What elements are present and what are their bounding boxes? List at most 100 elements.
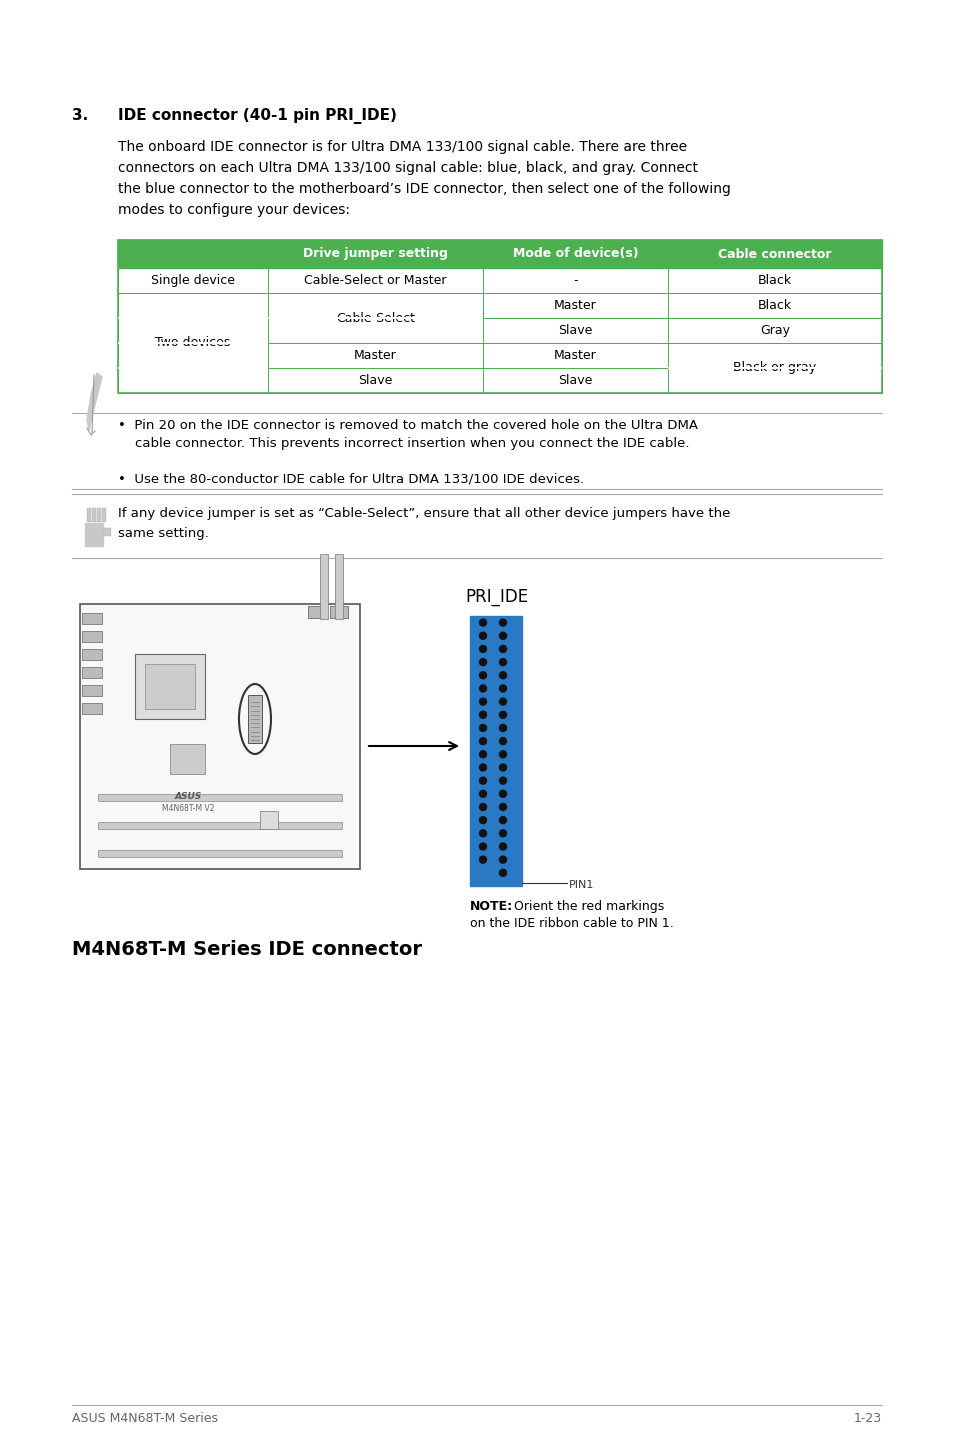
Circle shape [479, 843, 486, 851]
Text: PIN1: PIN1 [568, 881, 594, 891]
Circle shape [499, 816, 506, 823]
Text: M4N68T-M Series IDE connector: M4N68T-M Series IDE connector [71, 939, 421, 959]
Bar [98, 793, 341, 800]
Circle shape [499, 633, 506, 639]
Bar [135, 654, 205, 719]
Polygon shape [85, 523, 103, 546]
Circle shape [499, 699, 506, 705]
Text: Single device: Single device [151, 274, 234, 286]
Bar [80, 604, 359, 869]
Text: Black: Black [757, 299, 791, 312]
Bar [103, 528, 111, 536]
Text: connectors on each Ultra DMA 133/100 signal cable: blue, black, and gray. Connec: connectors on each Ultra DMA 133/100 sig… [118, 160, 698, 175]
Circle shape [479, 684, 486, 692]
Bar [118, 268, 882, 294]
Circle shape [499, 684, 506, 692]
Text: NOTE:: NOTE: [470, 899, 513, 914]
Bar [91, 508, 96, 523]
Bar [118, 318, 882, 344]
Circle shape [499, 803, 506, 811]
Bar [82, 667, 102, 677]
Bar [335, 554, 343, 619]
Polygon shape [87, 372, 102, 430]
Bar [145, 664, 194, 709]
Bar [330, 606, 348, 619]
Text: Black: Black [757, 274, 791, 286]
Text: •  Pin 20 on the IDE connector is removed to match the covered hole on the Ultra: • Pin 20 on the IDE connector is removed… [118, 420, 698, 432]
Text: M4N68T-M V2: M4N68T-M V2 [162, 803, 214, 813]
Circle shape [499, 843, 506, 851]
Text: Mode of device(s): Mode of device(s) [512, 248, 638, 261]
Text: Two devices: Two devices [155, 337, 231, 349]
Bar [170, 745, 205, 775]
Circle shape [479, 816, 486, 823]
Bar [118, 241, 882, 392]
Bar [118, 241, 882, 268]
Circle shape [479, 619, 486, 626]
Bar [87, 508, 91, 523]
Bar [118, 344, 882, 368]
Circle shape [499, 725, 506, 732]
Bar [470, 616, 521, 886]
Text: the blue connector to the motherboard’s IDE connector, then select one of the fo: the blue connector to the motherboard’s … [118, 182, 730, 196]
Bar [97, 508, 101, 523]
Bar [319, 554, 328, 619]
Circle shape [479, 803, 486, 811]
Circle shape [479, 790, 486, 798]
Circle shape [499, 778, 506, 785]
Circle shape [499, 869, 506, 876]
Circle shape [479, 763, 486, 770]
Text: Slave: Slave [558, 324, 592, 337]
Text: modes to configure your devices:: modes to configure your devices: [118, 203, 350, 218]
Bar [248, 695, 262, 743]
Text: ASUS M4N68T-M Series: ASUS M4N68T-M Series [71, 1412, 218, 1425]
Text: IDE connector (40-1 pin PRI_IDE): IDE connector (40-1 pin PRI_IDE) [118, 107, 396, 125]
Text: Cable connector: Cable connector [718, 248, 831, 261]
Circle shape [479, 633, 486, 639]
Circle shape [499, 763, 506, 770]
Bar [82, 684, 102, 696]
Text: Black or gray: Black or gray [733, 361, 816, 375]
Text: Master: Master [554, 299, 597, 312]
Text: Master: Master [554, 349, 597, 362]
Circle shape [499, 829, 506, 836]
Bar [102, 508, 106, 523]
Bar [260, 811, 277, 829]
Text: 3.: 3. [71, 107, 89, 123]
Circle shape [479, 737, 486, 745]
Circle shape [499, 659, 506, 666]
Circle shape [479, 659, 486, 666]
Text: Cable-Select or Master: Cable-Select or Master [304, 274, 446, 286]
Bar [308, 606, 326, 619]
Circle shape [479, 829, 486, 836]
Text: Drive jumper setting: Drive jumper setting [303, 248, 448, 261]
Text: on the IDE ribbon cable to PIN 1.: on the IDE ribbon cable to PIN 1. [470, 916, 673, 929]
Text: -: - [573, 274, 578, 286]
Circle shape [499, 856, 506, 863]
Text: ASUS: ASUS [174, 792, 201, 800]
Circle shape [479, 699, 486, 705]
Circle shape [479, 750, 486, 758]
Text: Orient the red markings: Orient the red markings [514, 899, 663, 914]
Circle shape [499, 672, 506, 679]
Bar [82, 632, 102, 642]
Circle shape [499, 790, 506, 798]
Text: Slave: Slave [558, 374, 592, 387]
Bar [82, 703, 102, 715]
Text: PRI_IDE: PRI_IDE [464, 589, 528, 606]
Circle shape [479, 672, 486, 679]
Circle shape [479, 856, 486, 863]
Circle shape [499, 737, 506, 745]
Text: cable connector. This prevents incorrect insertion when you connect the IDE cabl: cable connector. This prevents incorrect… [118, 437, 689, 450]
Circle shape [479, 725, 486, 732]
Text: Slave: Slave [358, 374, 393, 387]
Circle shape [499, 646, 506, 653]
Text: same setting.: same setting. [118, 527, 209, 540]
Bar [98, 851, 341, 856]
Circle shape [499, 712, 506, 719]
Bar [118, 368, 882, 392]
Text: The onboard IDE connector is for Ultra DMA 133/100 signal cable. There are three: The onboard IDE connector is for Ultra D… [118, 140, 686, 155]
Circle shape [499, 619, 506, 626]
Text: Master: Master [354, 349, 396, 362]
Text: •  Use the 80-conductor IDE cable for Ultra DMA 133/100 IDE devices.: • Use the 80-conductor IDE cable for Ult… [118, 473, 583, 485]
